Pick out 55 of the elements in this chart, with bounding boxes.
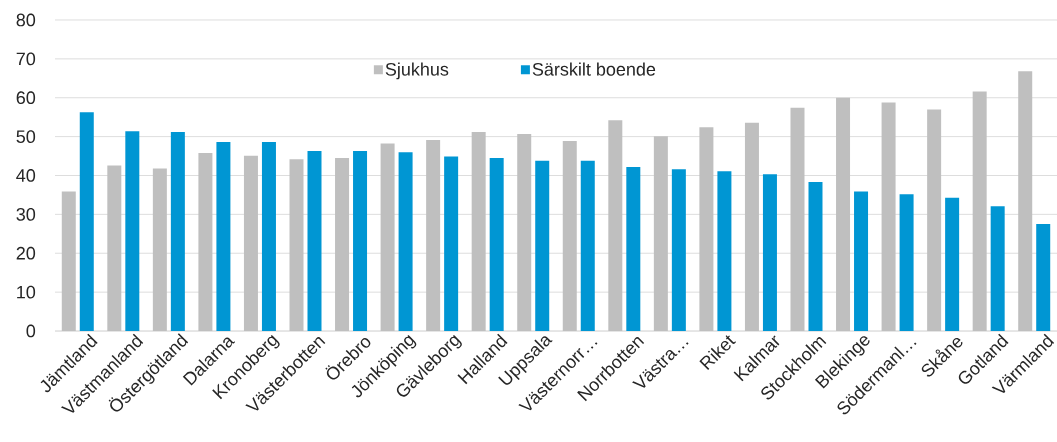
bar xyxy=(398,152,413,331)
bar xyxy=(562,140,577,331)
bar xyxy=(717,171,732,331)
y-tick-label: 40 xyxy=(16,169,36,182)
bar xyxy=(535,160,550,331)
y-tick-label: 0 xyxy=(26,324,36,338)
bar xyxy=(426,140,441,331)
bar xyxy=(444,156,459,331)
bar xyxy=(790,107,805,331)
bar xyxy=(653,136,668,331)
bar xyxy=(744,122,759,331)
y-tick-label: 10 xyxy=(17,285,36,299)
bar xyxy=(107,165,122,331)
bar xyxy=(489,158,504,331)
bar xyxy=(808,182,823,331)
bar xyxy=(517,133,532,331)
bar xyxy=(307,151,322,331)
bar xyxy=(671,169,686,331)
bar xyxy=(170,131,185,331)
bar xyxy=(198,152,213,331)
bar xyxy=(762,174,777,331)
bar xyxy=(152,168,167,331)
bar xyxy=(899,194,914,331)
bar xyxy=(1018,71,1033,331)
y-tick-label: 80 xyxy=(16,13,36,27)
y-tick-label: 20 xyxy=(16,246,36,260)
y-tick-label: 50 xyxy=(16,130,36,143)
y-tick-label: 30 xyxy=(16,207,36,221)
bar xyxy=(972,91,987,331)
bar xyxy=(854,191,869,331)
bar xyxy=(927,109,942,331)
bar xyxy=(699,127,714,331)
bar xyxy=(580,160,595,331)
bar xyxy=(608,120,623,331)
bar xyxy=(61,191,76,331)
bar xyxy=(1036,224,1051,331)
bar xyxy=(353,151,368,331)
bar xyxy=(471,131,486,331)
bar xyxy=(836,97,851,331)
bar xyxy=(626,166,641,331)
bar xyxy=(881,102,896,331)
bar xyxy=(289,159,304,331)
bar xyxy=(79,112,94,331)
bar xyxy=(125,131,140,331)
y-tick-label: 60 xyxy=(16,91,36,105)
legend-label: Sjukhus xyxy=(385,62,449,80)
bar xyxy=(243,155,258,331)
bar xyxy=(990,206,1005,331)
bar xyxy=(261,142,276,331)
bar xyxy=(945,197,960,331)
legend-label: Särskilt boende xyxy=(532,62,656,76)
bar xyxy=(380,143,395,331)
bar xyxy=(335,158,350,331)
bar xyxy=(216,142,231,331)
y-tick-label: 70 xyxy=(16,52,36,66)
